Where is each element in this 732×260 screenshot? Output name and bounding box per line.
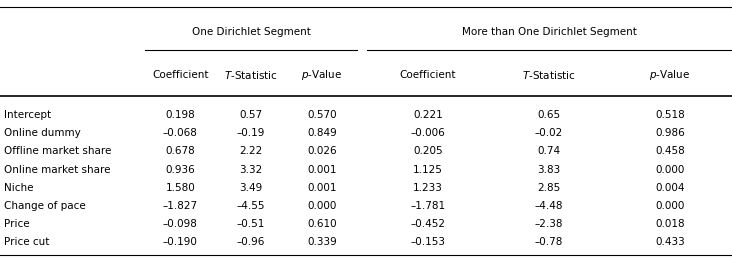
- Text: 0.57: 0.57: [239, 110, 263, 120]
- Text: 0.026: 0.026: [307, 146, 337, 156]
- Text: 0.610: 0.610: [307, 219, 337, 229]
- Text: 0.000: 0.000: [655, 201, 684, 211]
- Text: –4.55: –4.55: [237, 201, 265, 211]
- Text: 0.221: 0.221: [413, 110, 443, 120]
- Text: $\it{p}$-Value: $\it{p}$-Value: [649, 68, 690, 82]
- Text: 0.001: 0.001: [307, 165, 337, 174]
- Text: 0.339: 0.339: [307, 237, 337, 247]
- Text: Online dummy: Online dummy: [4, 128, 81, 138]
- Text: Niche: Niche: [4, 183, 33, 193]
- Text: –0.51: –0.51: [237, 219, 265, 229]
- Text: Price: Price: [4, 219, 29, 229]
- Text: 0.678: 0.678: [165, 146, 195, 156]
- Text: –0.02: –0.02: [535, 128, 563, 138]
- Text: 2.85: 2.85: [537, 183, 561, 193]
- Text: 0.458: 0.458: [655, 146, 685, 156]
- Text: $\it{T}$-Statistic: $\it{T}$-Statistic: [522, 69, 576, 81]
- Text: 0.018: 0.018: [655, 219, 685, 229]
- Text: 0.433: 0.433: [655, 237, 685, 247]
- Text: 3.49: 3.49: [239, 183, 263, 193]
- Text: 0.000: 0.000: [655, 165, 684, 174]
- Text: 1.125: 1.125: [413, 165, 443, 174]
- Text: –0.006: –0.006: [411, 128, 445, 138]
- Text: 1.580: 1.580: [165, 183, 195, 193]
- Text: –2.38: –2.38: [535, 219, 563, 229]
- Text: Price cut: Price cut: [4, 237, 49, 247]
- Text: –0.098: –0.098: [163, 219, 198, 229]
- Text: 0.004: 0.004: [655, 183, 684, 193]
- Text: 0.570: 0.570: [307, 110, 337, 120]
- Text: –0.78: –0.78: [535, 237, 563, 247]
- Text: 2.22: 2.22: [239, 146, 263, 156]
- Text: 0.986: 0.986: [655, 128, 685, 138]
- Text: 0.65: 0.65: [537, 110, 561, 120]
- Text: –4.48: –4.48: [535, 201, 563, 211]
- Text: 0.74: 0.74: [537, 146, 561, 156]
- Text: 0.198: 0.198: [165, 110, 195, 120]
- Text: Online market share: Online market share: [4, 165, 110, 174]
- Text: 1.233: 1.233: [413, 183, 443, 193]
- Text: Coefficient: Coefficient: [152, 70, 209, 80]
- Text: Coefficient: Coefficient: [400, 70, 456, 80]
- Text: –1.827: –1.827: [163, 201, 198, 211]
- Text: –0.96: –0.96: [237, 237, 265, 247]
- Text: More than One Dirichlet Segment: More than One Dirichlet Segment: [462, 27, 636, 37]
- Text: One Dirichlet Segment: One Dirichlet Segment: [192, 27, 310, 37]
- Text: Offline market share: Offline market share: [4, 146, 111, 156]
- Text: –1.781: –1.781: [411, 201, 446, 211]
- Text: 0.518: 0.518: [655, 110, 685, 120]
- Text: –0.452: –0.452: [411, 219, 446, 229]
- Text: 0.000: 0.000: [307, 201, 337, 211]
- Text: 0.936: 0.936: [165, 165, 195, 174]
- Text: 0.849: 0.849: [307, 128, 337, 138]
- Text: Intercept: Intercept: [4, 110, 51, 120]
- Text: $\it{T}$-Statistic: $\it{T}$-Statistic: [224, 69, 278, 81]
- Text: –0.153: –0.153: [411, 237, 446, 247]
- Text: 3.83: 3.83: [537, 165, 561, 174]
- Text: 3.32: 3.32: [239, 165, 263, 174]
- Text: $\it{p}$-Value: $\it{p}$-Value: [302, 68, 343, 82]
- Text: –0.190: –0.190: [163, 237, 198, 247]
- Text: 0.205: 0.205: [413, 146, 443, 156]
- Text: Change of pace: Change of pace: [4, 201, 86, 211]
- Text: –0.19: –0.19: [237, 128, 265, 138]
- Text: –0.068: –0.068: [163, 128, 198, 138]
- Text: 0.001: 0.001: [307, 183, 337, 193]
